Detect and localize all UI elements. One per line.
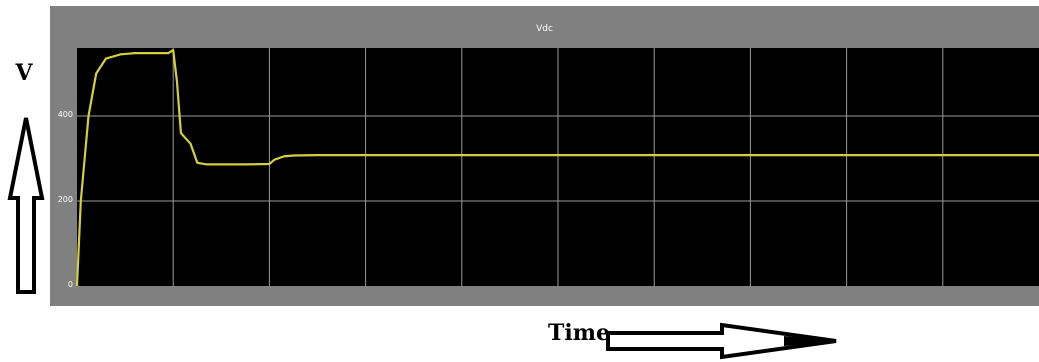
x-axis-label: Time	[548, 320, 611, 346]
chart-title: Vdc	[536, 24, 553, 34]
plot-area	[75, 48, 1039, 287]
series-line-vdc	[75, 48, 1039, 287]
y-tick-label: 0	[67, 280, 73, 289]
up-arrow-icon	[7, 117, 45, 294]
y-tick-label: 200	[57, 195, 73, 204]
right-arrow-icon	[606, 322, 837, 360]
y-axis-label: V	[15, 60, 33, 86]
y-tick-label: 400	[57, 110, 73, 119]
scope-window: Vdc 0 200 400	[50, 6, 1039, 306]
